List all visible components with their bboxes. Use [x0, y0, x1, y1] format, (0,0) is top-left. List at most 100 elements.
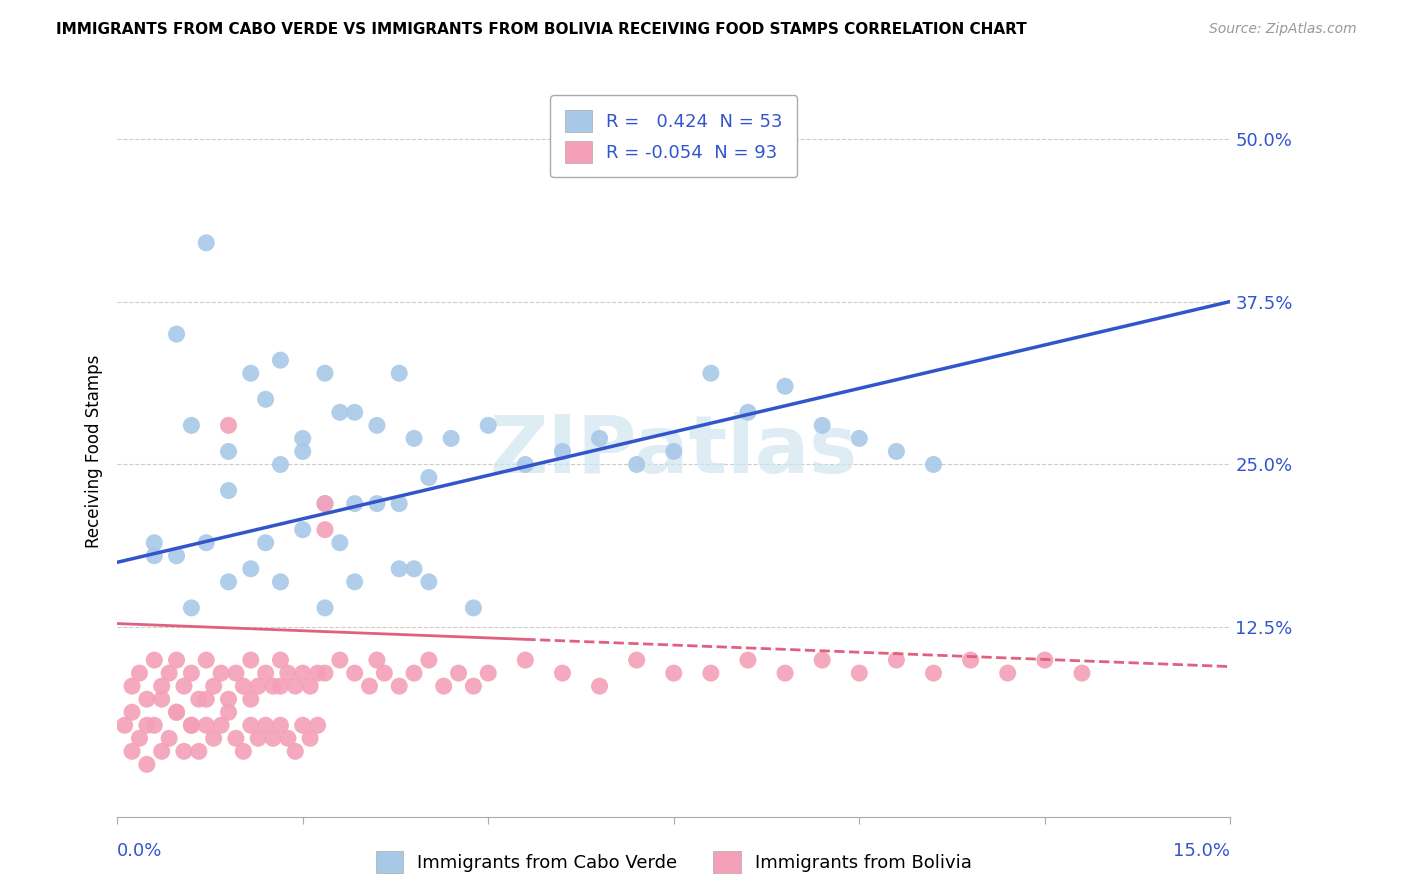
- Text: ZIPatlas: ZIPatlas: [489, 412, 858, 491]
- Point: [218, 692, 240, 706]
- Point: [433, 679, 456, 693]
- Point: [477, 666, 499, 681]
- Point: [314, 666, 336, 681]
- Point: [150, 744, 173, 758]
- Point: [551, 666, 574, 681]
- Point: [239, 718, 262, 732]
- Point: [128, 666, 150, 681]
- Point: [187, 692, 209, 706]
- Point: [848, 666, 870, 681]
- Point: [343, 405, 366, 419]
- Point: [209, 666, 232, 681]
- Point: [269, 718, 291, 732]
- Point: [329, 405, 352, 419]
- Point: [477, 418, 499, 433]
- Point: [329, 535, 352, 549]
- Text: IMMIGRANTS FROM CABO VERDE VS IMMIGRANTS FROM BOLIVIA RECEIVING FOOD STAMPS CORR: IMMIGRANTS FROM CABO VERDE VS IMMIGRANTS…: [56, 22, 1026, 37]
- Point: [218, 705, 240, 719]
- Legend: Immigrants from Cabo Verde, Immigrants from Bolivia: Immigrants from Cabo Verde, Immigrants f…: [368, 844, 979, 880]
- Point: [588, 431, 610, 445]
- Point: [166, 705, 188, 719]
- Point: [135, 692, 157, 706]
- Point: [284, 679, 307, 693]
- Point: [247, 679, 270, 693]
- Point: [307, 666, 329, 681]
- Point: [218, 418, 240, 433]
- Point: [262, 679, 284, 693]
- Point: [402, 666, 425, 681]
- Point: [366, 653, 388, 667]
- Point: [402, 431, 425, 445]
- Point: [291, 431, 314, 445]
- Point: [254, 392, 277, 407]
- Point: [307, 718, 329, 732]
- Point: [225, 731, 247, 746]
- Point: [121, 705, 143, 719]
- Point: [195, 692, 218, 706]
- Point: [269, 353, 291, 368]
- Point: [135, 757, 157, 772]
- Point: [180, 666, 202, 681]
- Point: [166, 327, 188, 342]
- Point: [848, 431, 870, 445]
- Point: [269, 653, 291, 667]
- Point: [314, 523, 336, 537]
- Point: [299, 731, 322, 746]
- Point: [997, 666, 1019, 681]
- Point: [1033, 653, 1056, 667]
- Point: [195, 718, 218, 732]
- Point: [402, 562, 425, 576]
- Point: [291, 523, 314, 537]
- Point: [284, 744, 307, 758]
- Point: [329, 653, 352, 667]
- Point: [180, 601, 202, 615]
- Point: [269, 679, 291, 693]
- Point: [135, 718, 157, 732]
- Point: [166, 549, 188, 563]
- Point: [418, 470, 440, 484]
- Point: [225, 666, 247, 681]
- Point: [737, 653, 759, 667]
- Point: [314, 497, 336, 511]
- Point: [959, 653, 981, 667]
- Point: [463, 601, 485, 615]
- Point: [551, 444, 574, 458]
- Point: [418, 653, 440, 667]
- Point: [269, 458, 291, 472]
- Point: [173, 744, 195, 758]
- Point: [239, 692, 262, 706]
- Y-axis label: Receiving Food Stamps: Receiving Food Stamps: [86, 355, 103, 549]
- Point: [180, 718, 202, 732]
- Point: [291, 444, 314, 458]
- Point: [239, 366, 262, 380]
- Point: [343, 574, 366, 589]
- Point: [143, 718, 166, 732]
- Point: [447, 666, 470, 681]
- Text: Source: ZipAtlas.com: Source: ZipAtlas.com: [1209, 22, 1357, 37]
- Point: [626, 653, 648, 667]
- Point: [463, 679, 485, 693]
- Point: [254, 666, 277, 681]
- Point: [218, 574, 240, 589]
- Point: [202, 731, 225, 746]
- Point: [143, 653, 166, 667]
- Point: [440, 431, 463, 445]
- Point: [773, 666, 796, 681]
- Point: [366, 418, 388, 433]
- Point: [218, 444, 240, 458]
- Point: [373, 666, 395, 681]
- Point: [388, 497, 411, 511]
- Point: [187, 744, 209, 758]
- Point: [388, 366, 411, 380]
- Point: [299, 679, 322, 693]
- Point: [269, 574, 291, 589]
- Point: [1071, 666, 1094, 681]
- Point: [343, 666, 366, 681]
- Point: [195, 653, 218, 667]
- Point: [700, 666, 723, 681]
- Point: [247, 731, 270, 746]
- Point: [277, 666, 299, 681]
- Point: [218, 483, 240, 498]
- Point: [811, 418, 834, 433]
- Point: [662, 444, 685, 458]
